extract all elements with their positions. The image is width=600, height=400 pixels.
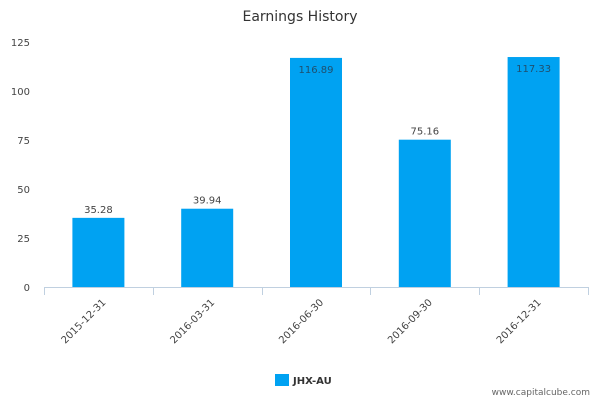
bar-2016-03-31[interactable] <box>181 208 234 287</box>
legend-swatch-jhx-au[interactable] <box>275 374 289 386</box>
y-axis: 0 25 50 75 100 125 <box>11 38 30 294</box>
data-label: 35.28 <box>84 205 113 216</box>
x-tick-label: 2016-06-30 <box>277 297 326 346</box>
bar-2015-12-31[interactable] <box>72 217 125 287</box>
x-tick-label: 2016-03-31 <box>168 297 217 346</box>
y-tick-label: 75 <box>17 136 30 147</box>
bar-2016-12-31[interactable] <box>507 57 560 287</box>
y-tick-label: 50 <box>17 185 30 196</box>
y-tick-label: 100 <box>11 87 30 98</box>
data-label: 117.33 <box>516 64 551 75</box>
chart-title: Earnings History <box>242 9 357 25</box>
data-labels: 35.28 39.94 116.89 75.16 117.33 <box>84 64 551 216</box>
bars <box>72 57 560 287</box>
legend[interactable]: JHX-AU <box>275 374 332 387</box>
data-label: 116.89 <box>299 65 334 76</box>
data-label: 75.16 <box>410 127 439 138</box>
x-tick-label: 2015-12-31 <box>60 297 109 346</box>
x-tick-label: 2016-09-30 <box>386 297 435 346</box>
x-axis: 2015-12-31 2016-03-31 2016-06-30 2016-09-30… <box>44 287 589 346</box>
bar-2016-06-30[interactable] <box>290 57 342 287</box>
data-label: 39.94 <box>193 196 222 207</box>
legend-label-jhx-au[interactable]: JHX-AU <box>292 376 332 387</box>
bar-2016-09-30[interactable] <box>398 139 451 287</box>
x-tick-label: 2016-12-31 <box>495 297 544 346</box>
y-tick-label: 125 <box>11 38 30 49</box>
y-tick-label: 25 <box>17 234 30 245</box>
y-tick-label: 0 <box>24 283 30 294</box>
credit-text: www.capitalcube.com <box>492 388 590 398</box>
